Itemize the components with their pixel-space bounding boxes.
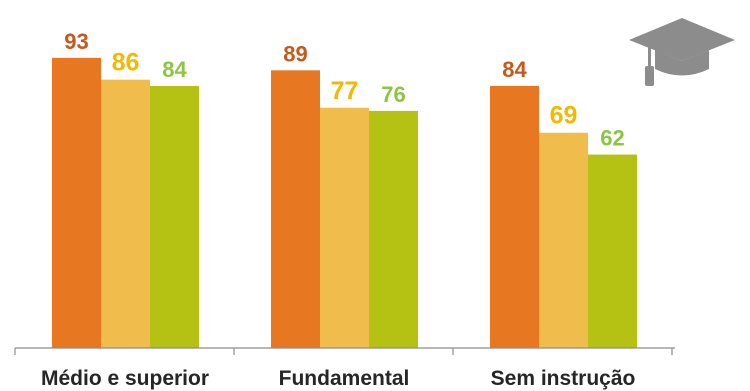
- graduation-cap-icon: [629, 18, 735, 86]
- value-label-fundamental-series-1: 89: [283, 41, 307, 66]
- value-label-sem-instrucao-series-3: 62: [600, 126, 624, 151]
- x-axis-ticks: [14, 348, 673, 355]
- bar-sem-instrucao-series-3: [588, 154, 637, 348]
- value-label-medio-superior-series-3: 84: [162, 57, 187, 82]
- bar-fundamental-series-1: [271, 70, 320, 348]
- value-label-fundamental-series-3: 76: [381, 82, 405, 107]
- value-label-medio-superior-series-1: 93: [64, 29, 88, 54]
- category-label-fundamental: Fundamental: [279, 367, 410, 390]
- value-label-medio-superior-series-2: 86: [112, 49, 140, 77]
- value-label-sem-instrucao-series-2: 69: [550, 102, 578, 130]
- category-label-medio-superior: Médio e superior: [41, 367, 209, 390]
- value-labels-group: 93 86 84 89 77 76 84 69 62: [64, 29, 624, 151]
- value-label-fundamental-series-2: 77: [331, 77, 359, 105]
- bar-sem-instrucao-series-1: [490, 85, 539, 349]
- category-label-sem-instrucao: Sem instrução: [491, 367, 636, 390]
- bars-group: [52, 57, 637, 349]
- bar-medio-superior-series-1: [52, 57, 101, 349]
- bar-medio-superior-series-3: [150, 85, 199, 349]
- bar-medio-superior-series-2: [101, 79, 150, 349]
- bar-sem-instrucao-series-2: [539, 132, 588, 348]
- category-labels-group: Médio e superior Fundamental Sem instruç…: [41, 367, 635, 390]
- bar-fundamental-series-2: [320, 107, 369, 348]
- value-label-sem-instrucao-series-1: 84: [502, 57, 527, 82]
- bar-fundamental-series-3: [369, 110, 418, 348]
